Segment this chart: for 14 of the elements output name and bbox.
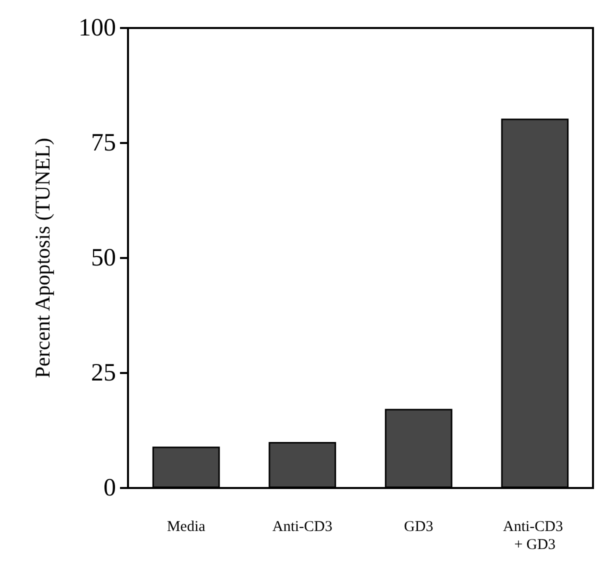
y-tick-label: 50 — [91, 244, 116, 272]
y-tick-label: 0 — [104, 474, 116, 502]
bar — [268, 442, 336, 488]
bar — [384, 408, 452, 488]
x-tick-label: GD3 — [404, 519, 434, 535]
x-tick-label: Media — [166, 519, 206, 535]
x-tick-label: Anti-CD3 + GD3 — [503, 519, 567, 553]
y-tick-label: 75 — [91, 130, 116, 156]
bar — [501, 118, 569, 488]
bar — [152, 446, 220, 488]
y-tick-label: 100 — [78, 14, 116, 42]
y-tick-label: 25 — [91, 360, 116, 386]
y-axis-title: Percent Apoptosis (TUNEL) — [30, 138, 54, 378]
x-tick-label: Anti-CD3 — [272, 519, 332, 535]
